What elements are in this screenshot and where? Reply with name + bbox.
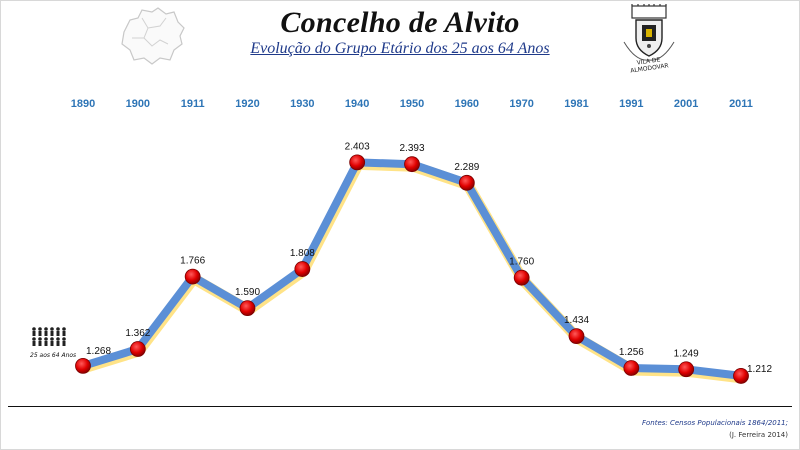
data-point-1900 bbox=[129, 341, 146, 357]
year-label-1970: 1970 bbox=[509, 98, 533, 110]
people-group-icon bbox=[32, 327, 66, 346]
value-label-1981: 1.434 bbox=[564, 315, 589, 326]
year-label-1930: 1930 bbox=[290, 98, 314, 110]
value-label-1960: 2.289 bbox=[454, 162, 479, 173]
value-label-1991: 1.256 bbox=[619, 347, 644, 358]
data-point-2001 bbox=[678, 361, 695, 378]
year-label-1950: 1950 bbox=[400, 98, 424, 110]
value-label-1940: 2.403 bbox=[345, 141, 370, 152]
value-label-1911: 1.766 bbox=[180, 256, 205, 267]
year-label-1991: 1991 bbox=[619, 98, 643, 110]
municipality-map-icon bbox=[121, 7, 185, 65]
value-label-1970: 1.760 bbox=[509, 257, 534, 268]
data-point-1981 bbox=[568, 328, 585, 345]
value-label-1920: 1.590 bbox=[235, 287, 260, 298]
year-label-1960: 1960 bbox=[455, 98, 479, 110]
data-point-1930 bbox=[294, 261, 311, 277]
data-point-1960 bbox=[458, 174, 475, 191]
year-label-1940: 1940 bbox=[345, 98, 369, 110]
author-note: (J. Ferreira 2014) bbox=[729, 431, 788, 439]
data-point-1890 bbox=[75, 357, 91, 374]
value-label-2011: 1.212 bbox=[747, 364, 772, 375]
data-point-2011 bbox=[733, 368, 749, 384]
people-group-label: 25 aos 64 Anos bbox=[30, 352, 77, 359]
year-label-1890: 1890 bbox=[71, 98, 95, 110]
value-label-2001: 1.249 bbox=[674, 348, 699, 359]
series-line bbox=[79, 158, 745, 380]
page-title: Concelho de Alvito bbox=[280, 6, 520, 39]
year-label-1900: 1900 bbox=[126, 98, 150, 110]
page-subtitle: Evolução do Grupo Etário dos 25 aos 64 A… bbox=[250, 40, 550, 57]
data-point-1991 bbox=[623, 360, 640, 376]
data-point-1950 bbox=[404, 156, 420, 173]
year-label-2001: 2001 bbox=[674, 98, 698, 110]
value-label-1900: 1.362 bbox=[125, 328, 150, 339]
value-label-1890: 1.268 bbox=[86, 346, 111, 357]
year-label-1911: 1911 bbox=[181, 98, 205, 110]
data-point-1970 bbox=[513, 269, 530, 286]
data-point-1911 bbox=[184, 268, 201, 285]
footer-divider bbox=[8, 406, 792, 407]
year-label-1920: 1920 bbox=[235, 98, 259, 110]
year-label-1981: 1981 bbox=[564, 98, 588, 110]
value-label-1950: 2.393 bbox=[399, 143, 424, 154]
series-line-glow bbox=[78, 158, 748, 384]
year-label-2011: 2011 bbox=[729, 98, 753, 110]
data-point-1940 bbox=[349, 154, 366, 171]
source-note: Fontes: Censos Populacionais 1864/2011; bbox=[641, 419, 788, 427]
value-label-1930: 1.808 bbox=[290, 248, 315, 259]
data-point-1920 bbox=[239, 300, 256, 317]
coat-of-arms-icon bbox=[623, 4, 675, 61]
